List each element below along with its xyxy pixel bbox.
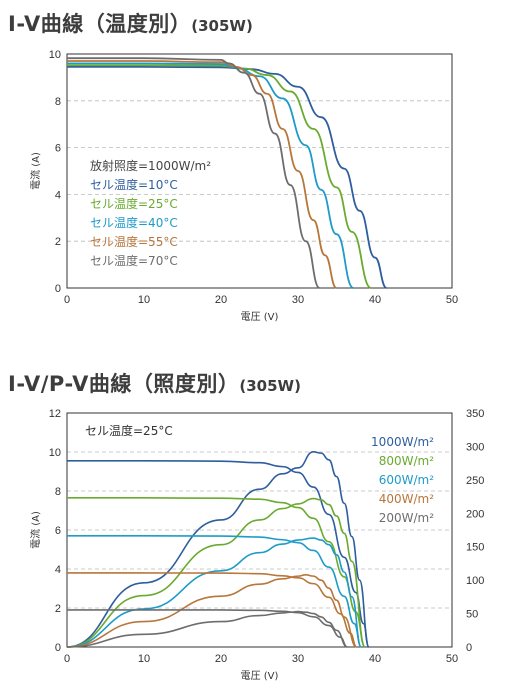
y2-tick-label: 0 bbox=[466, 642, 472, 654]
y-tick-label: 0 bbox=[55, 642, 61, 654]
chart1-title-main: I-V曲線（温度別） bbox=[8, 12, 192, 36]
chart1-title: I-V曲線（温度別）(305W) bbox=[8, 8, 253, 38]
legend-item: 400W/m² bbox=[379, 492, 435, 506]
y2-tick-label: 350 bbox=[466, 408, 484, 420]
iv-curve-brown bbox=[67, 60, 338, 289]
pv-curve-green bbox=[66, 497, 366, 648]
chart2-title-main: I-V/P-V曲線（照度別） bbox=[8, 372, 240, 396]
y-tick-label: 0 bbox=[55, 283, 61, 295]
plot-frame bbox=[66, 53, 453, 289]
y-axis-label: 電流 (A) bbox=[29, 152, 42, 190]
legend-item: 1000W/m² bbox=[371, 435, 434, 449]
y2-tick-label: 300 bbox=[466, 441, 484, 453]
y-tick-label: 12 bbox=[49, 408, 61, 420]
legend-item: セル温度=40°C bbox=[90, 215, 178, 230]
y-tick-label: 8 bbox=[55, 486, 61, 498]
y-tick-label: 4 bbox=[55, 189, 61, 201]
x-tick-label: 50 bbox=[446, 653, 458, 665]
iv-curve-blue bbox=[67, 459, 370, 648]
legend-item: セル温度=70°C bbox=[90, 253, 178, 268]
iv-curve-blue bbox=[67, 65, 388, 289]
annotation-cell-temp: セル温度=25°C bbox=[85, 423, 173, 438]
y-tick-label: 4 bbox=[55, 564, 61, 576]
x-tick-label: 10 bbox=[138, 653, 150, 665]
x-tick-label: 30 bbox=[292, 294, 304, 306]
pv-curve-gray bbox=[66, 610, 348, 648]
y2-tick-label: 150 bbox=[466, 542, 484, 554]
iv-curve-gray bbox=[67, 57, 321, 289]
iv-curve-green bbox=[66, 64, 372, 289]
pv-curve-cyan bbox=[66, 537, 362, 648]
chart2-title-sub: (305W) bbox=[239, 377, 301, 395]
chart1-title-sub: (305W) bbox=[191, 17, 253, 35]
legend-item: セル温度=55°C bbox=[90, 234, 178, 249]
y2-tick-label: 50 bbox=[466, 609, 478, 621]
x-axis-label: 電圧 (V) bbox=[241, 670, 279, 682]
chart2-title: I-V/P-V曲線（照度別）(305W) bbox=[8, 368, 301, 398]
y-tick-label: 2 bbox=[55, 236, 61, 248]
plot-frame bbox=[66, 412, 453, 648]
y-tick-label: 6 bbox=[55, 143, 61, 155]
x-tick-label: 40 bbox=[369, 653, 381, 665]
x-tick-label: 0 bbox=[64, 653, 70, 665]
pv-curve-brown bbox=[66, 573, 357, 648]
y-tick-label: 6 bbox=[55, 525, 61, 537]
y-tick-label: 10 bbox=[49, 49, 61, 61]
y-tick-label: 8 bbox=[55, 96, 61, 108]
x-tick-label: 50 bbox=[446, 294, 458, 306]
x-tick-label: 20 bbox=[215, 653, 227, 665]
pv-curve-blue bbox=[66, 450, 370, 648]
legend-item: 600W/m² bbox=[379, 473, 435, 487]
x-tick-label: 10 bbox=[138, 294, 150, 306]
iv-curve-cyan bbox=[67, 62, 354, 289]
x-tick-label: 20 bbox=[215, 294, 227, 306]
iv-curve-cyan bbox=[67, 535, 362, 648]
y2-tick-label: 200 bbox=[466, 508, 484, 520]
x-tick-label: 40 bbox=[369, 294, 381, 306]
y-tick-label: 2 bbox=[55, 603, 61, 615]
x-tick-label: 0 bbox=[64, 294, 70, 306]
legend-item: 800W/m² bbox=[379, 454, 435, 468]
legend-header: 放射照度=1000W/m² bbox=[90, 158, 211, 173]
x-tick-label: 30 bbox=[292, 653, 304, 665]
y-tick-label: 10 bbox=[49, 447, 61, 459]
y2-tick-label: 100 bbox=[466, 575, 484, 587]
legend-item: 200W/m² bbox=[379, 511, 435, 525]
legend-item: セル温度=25°C bbox=[90, 196, 178, 211]
x-axis-label: 電圧 (V) bbox=[241, 311, 279, 323]
y-axis-label: 電流 (A) bbox=[29, 511, 42, 549]
legend-item: セル温度=10°C bbox=[90, 177, 178, 192]
y2-tick-label: 250 bbox=[466, 475, 484, 487]
